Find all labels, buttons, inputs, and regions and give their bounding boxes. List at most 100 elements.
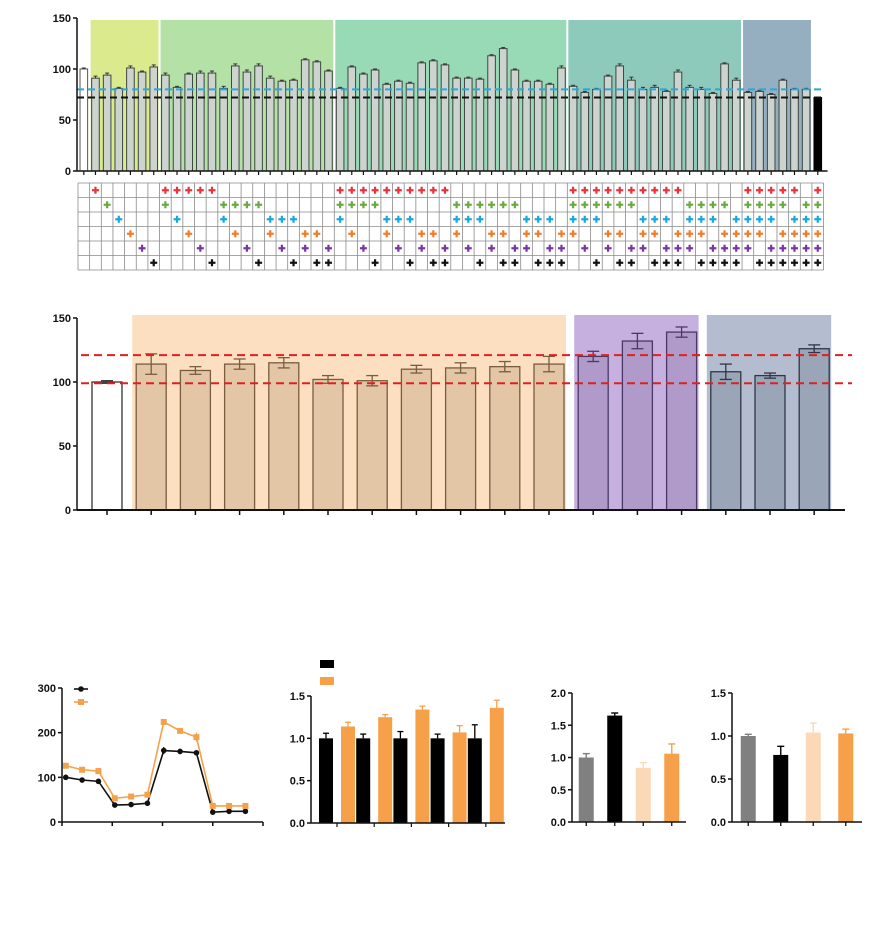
bar-mixture <box>347 65 357 172</box>
plus-icon <box>429 186 437 194</box>
plus-icon <box>476 201 484 209</box>
plus-icon <box>464 244 472 252</box>
plus-icon <box>103 201 111 209</box>
bar-mixture <box>580 90 590 172</box>
bar-ty1 <box>467 738 482 823</box>
plus-icon <box>348 230 356 238</box>
plus-icon <box>779 259 787 267</box>
y-tick-label: 0.5 <box>711 774 726 786</box>
bar <box>394 80 403 172</box>
bar <box>207 72 217 172</box>
plus-icon <box>231 201 239 209</box>
data-point <box>209 809 216 815</box>
plus-icon <box>243 201 251 209</box>
plus-icon <box>709 244 717 252</box>
bar <box>475 78 485 172</box>
plus-icon <box>266 215 274 223</box>
plus-icon <box>418 186 426 194</box>
plus-icon <box>161 186 169 194</box>
bar-ctrl <box>578 752 594 822</box>
plus-icon <box>546 259 554 267</box>
bar-mixture <box>755 89 764 172</box>
bar <box>487 55 496 172</box>
plus-icon <box>627 186 635 194</box>
data-point <box>242 802 249 809</box>
plus-icon <box>592 186 600 194</box>
bar-mixture <box>102 72 112 172</box>
bar-item <box>223 358 256 511</box>
y-tick-label: 100 <box>53 377 71 389</box>
data-point <box>111 795 118 802</box>
plus-icon <box>138 244 146 252</box>
bar-ty1 <box>813 97 823 172</box>
plus-icon <box>359 201 367 209</box>
bar <box>755 90 764 172</box>
bar-ty1 <box>393 738 408 823</box>
bar-ty1-pc <box>664 743 680 822</box>
bar <box>126 67 135 172</box>
bar <box>838 733 854 822</box>
bar <box>621 340 654 511</box>
data-point <box>177 727 184 734</box>
plus-icon <box>406 186 414 194</box>
bar <box>720 63 729 172</box>
plus-icon <box>220 215 228 223</box>
plus-icon <box>651 186 659 194</box>
bar <box>91 381 123 511</box>
bar-mixture <box>615 63 625 172</box>
bar-pc <box>635 761 651 822</box>
plus-icon <box>814 186 822 194</box>
bar <box>662 90 671 172</box>
bar-mixture <box>114 86 124 172</box>
plus-icon <box>255 201 263 209</box>
bar-mixture <box>778 78 788 172</box>
data-point <box>128 801 134 808</box>
bar-mixture <box>196 70 205 172</box>
plus-icon <box>569 201 577 209</box>
plus-icon <box>557 244 565 252</box>
plus-icon <box>523 230 531 238</box>
plus-icon <box>581 201 589 209</box>
bar <box>370 69 380 172</box>
bar <box>289 79 298 172</box>
plus-icon <box>511 244 519 252</box>
bar-mixture <box>673 69 683 172</box>
bar-mixture <box>230 63 240 172</box>
bar <box>615 65 625 172</box>
plus-icon <box>324 259 332 267</box>
legend-swatch <box>320 677 334 685</box>
y-tick-label: 0.5 <box>290 776 305 788</box>
bar-mixture <box>277 79 287 172</box>
bar <box>665 331 698 511</box>
plus-icon <box>790 230 798 238</box>
plus-icon <box>441 244 449 252</box>
plus-icon <box>616 259 624 267</box>
bar-mixture <box>242 69 252 172</box>
bar <box>172 86 182 172</box>
category-group <box>393 705 430 823</box>
data-point <box>226 802 233 809</box>
plus-icon <box>721 259 729 267</box>
data-point <box>226 808 232 815</box>
plus-icon <box>418 244 426 252</box>
plus-icon <box>336 215 344 223</box>
data-point <box>79 766 86 773</box>
bar <box>650 86 659 172</box>
legend-swatch <box>320 660 334 668</box>
bar-mixture <box>126 65 135 172</box>
plus-icon <box>756 230 764 238</box>
bar-mixture <box>557 65 566 172</box>
bar-mixture <box>440 63 450 172</box>
bar <box>149 66 159 172</box>
plus-icon <box>732 244 740 252</box>
plus-icon <box>790 186 798 194</box>
plus-icon <box>767 215 775 223</box>
plus-icon <box>569 230 577 238</box>
plus-icon <box>429 230 437 238</box>
bar-mixture <box>370 68 380 172</box>
bar-mixture <box>731 77 741 172</box>
bar-mixture <box>790 87 799 172</box>
plus-icon <box>383 230 391 238</box>
plus-icon <box>779 186 787 194</box>
plus-icon <box>744 215 752 223</box>
